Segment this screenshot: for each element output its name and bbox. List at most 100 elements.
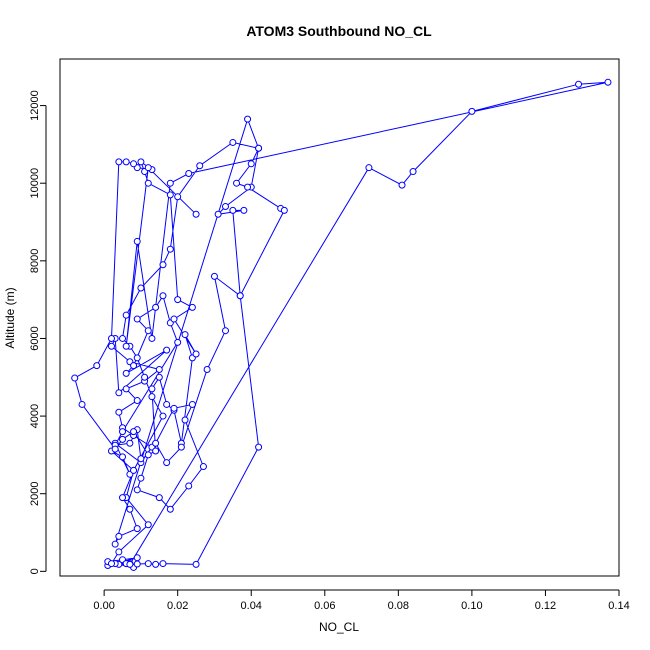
data-point (166, 505, 174, 513)
data-point (398, 181, 406, 189)
data-point (122, 342, 130, 350)
data-point (174, 296, 182, 304)
data-point (71, 374, 79, 382)
data-point (255, 443, 263, 451)
data-point (159, 560, 167, 568)
data-point (166, 245, 174, 253)
data-point (185, 170, 193, 178)
data-point (148, 385, 156, 393)
data-point (240, 206, 248, 214)
data-point (214, 210, 222, 218)
data-point (144, 521, 152, 529)
x-tick-label: 0.12 (535, 600, 556, 612)
data-point (163, 400, 171, 408)
data-point (177, 443, 185, 451)
data-point (233, 179, 241, 187)
data-point (144, 327, 152, 335)
y-tick-label: 0 (29, 568, 41, 574)
data-point (122, 385, 130, 393)
data-point (166, 179, 174, 187)
y-axis: 0 2000 4000 6000 8000 10000 12000 (29, 90, 47, 574)
data-point (185, 482, 193, 490)
data-point (144, 179, 152, 187)
data-point (174, 193, 182, 201)
series-layer (71, 78, 612, 571)
data-point (126, 505, 134, 513)
data-point (196, 162, 204, 170)
data-point (133, 397, 141, 405)
data-point (130, 428, 138, 436)
data-point (365, 164, 373, 172)
data-point (468, 107, 476, 115)
data-point (133, 237, 141, 245)
chart-title: ATOM3 Southbound NO_CL (246, 23, 432, 39)
data-point (137, 474, 145, 482)
data-point (203, 366, 211, 374)
data-point (247, 160, 255, 168)
data-point (155, 494, 163, 502)
data-point (192, 560, 200, 568)
y-axis-label: Altitude (m) (3, 287, 17, 348)
data-point (144, 451, 152, 459)
x-tick-label: 0.10 (461, 600, 482, 612)
x-tick-label: 0.06 (314, 600, 335, 612)
x-tick-label: 0.04 (241, 600, 262, 612)
series-line (74, 81, 609, 568)
data-point (221, 202, 229, 210)
data-point (188, 400, 196, 408)
data-point (229, 138, 237, 146)
y-tick-label: 4000 (29, 404, 41, 428)
data-point (122, 158, 130, 166)
y-tick-label: 12000 (29, 90, 41, 121)
data-point (78, 400, 86, 408)
data-point (152, 439, 160, 447)
data-point (130, 160, 138, 168)
data-point (119, 435, 127, 443)
data-point (152, 447, 160, 455)
plot-area-border (59, 58, 620, 577)
data-point (133, 354, 141, 362)
data-point (111, 540, 119, 548)
data-point (133, 560, 141, 568)
x-axis: 0.00 0.02 0.04 0.06 0.08 0.10 0.12 0.14 (93, 589, 630, 612)
data-point (192, 350, 200, 358)
data-point (174, 338, 182, 346)
data-point (133, 525, 141, 533)
data-point (152, 560, 160, 568)
data-point (159, 412, 167, 420)
x-axis-label: NO_CL (319, 620, 359, 634)
data-point (244, 183, 252, 191)
data-point (119, 494, 127, 502)
data-point (137, 455, 145, 463)
data-point (148, 393, 156, 401)
data-point (575, 80, 583, 88)
data-point (107, 560, 115, 568)
data-point (115, 408, 123, 416)
data-point (115, 389, 123, 397)
data-point (115, 532, 123, 540)
data-point (170, 315, 178, 323)
x-tick-label: 0.14 (608, 600, 629, 612)
y-tick-label: 2000 (29, 481, 41, 505)
data-point (221, 327, 229, 335)
x-tick-label: 0.08 (388, 600, 409, 612)
data-point (130, 362, 138, 370)
data-point (159, 261, 167, 269)
data-point (126, 560, 134, 568)
data-point (192, 210, 200, 218)
data-point (119, 428, 127, 436)
data-point (170, 404, 178, 412)
data-point (148, 334, 156, 342)
data-point (163, 346, 171, 354)
data-point (163, 459, 171, 467)
y-tick-label: 8000 (29, 249, 41, 273)
data-point (199, 463, 207, 471)
data-point (137, 158, 145, 166)
data-point (115, 158, 123, 166)
data-point (119, 334, 127, 342)
data-point (255, 144, 263, 152)
data-point (280, 206, 288, 214)
data-point (122, 311, 130, 319)
data-point (181, 416, 189, 424)
